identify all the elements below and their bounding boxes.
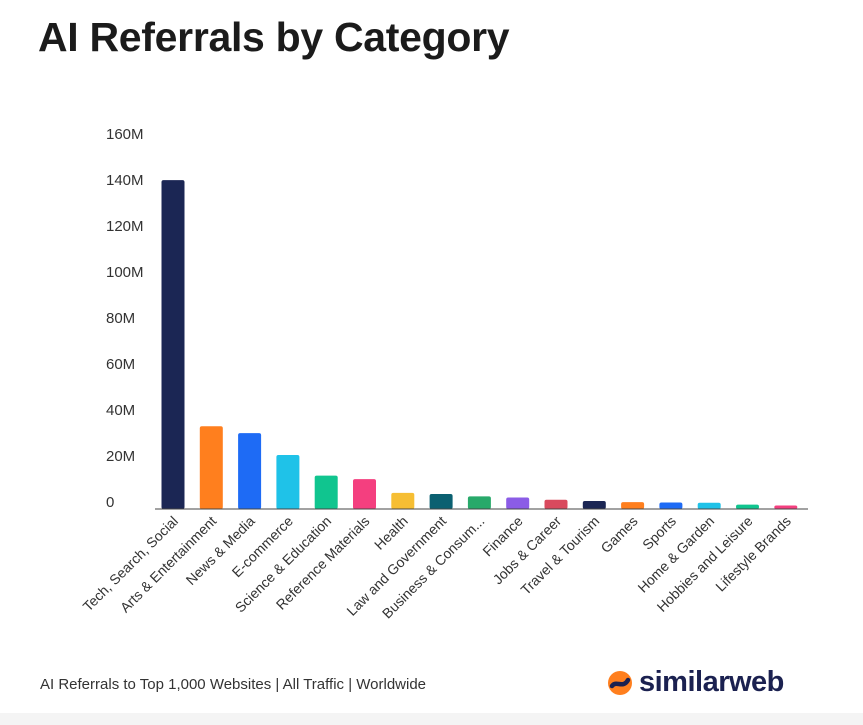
bars bbox=[161, 180, 798, 509]
brand-name: similarweb bbox=[639, 666, 784, 698]
y-tick-label: 120M bbox=[106, 218, 144, 235]
y-tick-label: 20M bbox=[106, 448, 135, 465]
bottom-strip bbox=[0, 713, 863, 725]
y-tick-label: 100M bbox=[106, 264, 144, 281]
y-axis-ticks: 0 20M 40M 60M 80M 100M 120M 140M 160M bbox=[106, 126, 144, 511]
bar bbox=[621, 502, 645, 509]
x-category-label: Games bbox=[597, 513, 640, 556]
bar bbox=[353, 479, 376, 509]
similarweb-logo: similarweb bbox=[608, 666, 784, 699]
bar bbox=[697, 502, 721, 509]
y-tick-label: 80M bbox=[106, 310, 135, 327]
bar bbox=[544, 499, 568, 509]
bar bbox=[774, 505, 798, 509]
bar bbox=[659, 502, 683, 509]
y-tick-label: 40M bbox=[106, 402, 135, 419]
bar bbox=[582, 500, 606, 509]
bar-chart: 0 20M 40M 60M 80M 100M 120M 140M 160M Tech, Sear… bbox=[80, 126, 808, 622]
y-tick-label: 160M bbox=[106, 126, 144, 143]
bar bbox=[238, 433, 262, 509]
bar bbox=[506, 497, 530, 509]
bar bbox=[467, 496, 491, 509]
chart-footnote: AI Referrals to Top 1,000 Websites | All… bbox=[40, 676, 427, 693]
bar bbox=[161, 180, 185, 509]
bar bbox=[276, 454, 300, 509]
similarweb-logo-icon bbox=[608, 670, 632, 695]
chart-title: AI Referrals by Category bbox=[38, 14, 510, 60]
y-tick-label: 140M bbox=[106, 172, 144, 189]
y-tick-label: 60M bbox=[106, 356, 135, 373]
bar bbox=[429, 494, 453, 509]
y-tick-label: 0 bbox=[106, 494, 114, 511]
bar bbox=[314, 475, 338, 509]
bar bbox=[391, 492, 415, 509]
bar bbox=[199, 426, 223, 509]
bar bbox=[736, 504, 759, 509]
